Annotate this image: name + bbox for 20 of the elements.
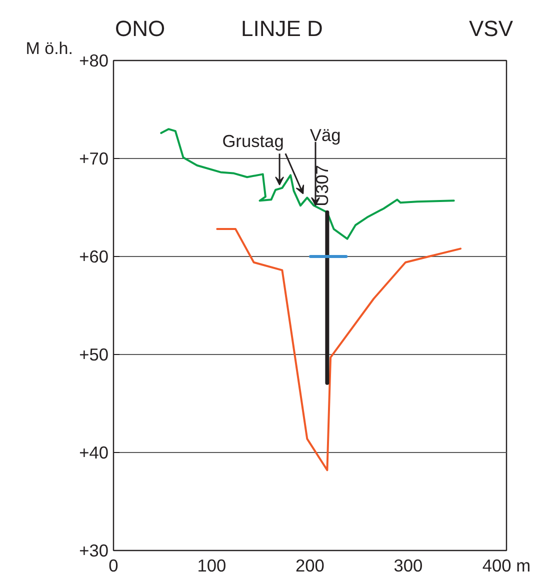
y-tick-label: +70 bbox=[79, 148, 109, 168]
y-tick-label: +80 bbox=[79, 50, 109, 70]
annotation: Grustag bbox=[222, 130, 284, 151]
x-tick-label: 400 m bbox=[482, 556, 531, 576]
legend-label: U307 bbox=[312, 164, 332, 206]
y-tick-label: +30 bbox=[79, 540, 109, 560]
y-tick-label: +40 bbox=[79, 442, 109, 462]
chart-title: LINJE D bbox=[241, 16, 323, 41]
text: VSV bbox=[468, 15, 513, 43]
y-axis-title: M ö.h. bbox=[26, 38, 73, 60]
x-tick-label: 200 bbox=[296, 556, 324, 576]
line-series bbox=[216, 228, 462, 472]
annotation: Väg bbox=[310, 124, 341, 145]
y-tick-label: +60 bbox=[79, 246, 109, 266]
text: ONO bbox=[115, 15, 166, 43]
y-tick-label: +50 bbox=[79, 344, 109, 364]
x-tick-label: 100 bbox=[197, 556, 226, 576]
x-tick-label: 300 bbox=[394, 556, 423, 576]
x-tick-label: 0 bbox=[108, 556, 118, 576]
line-series bbox=[160, 128, 455, 240]
